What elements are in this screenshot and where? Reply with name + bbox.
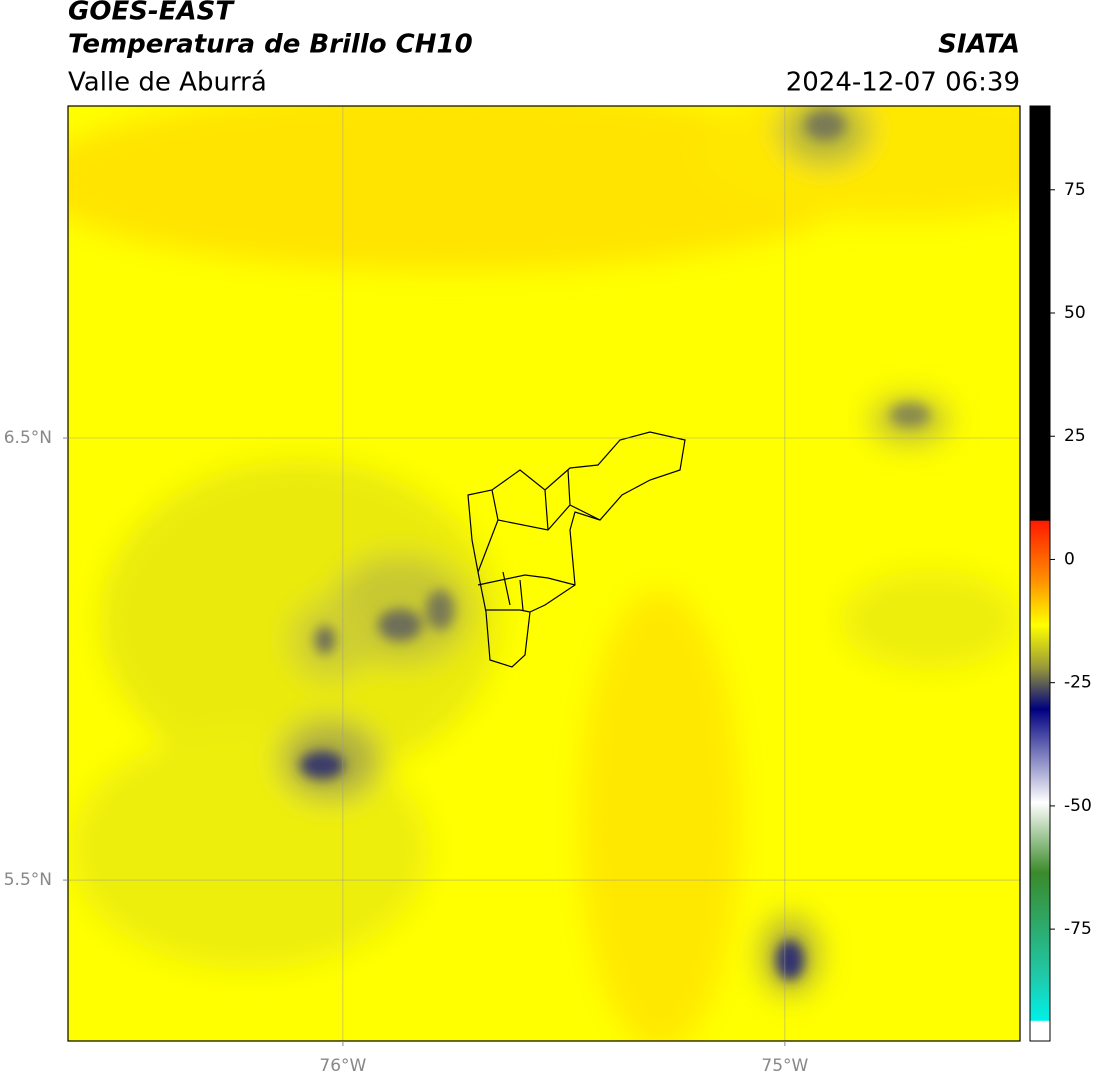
colorbar: [1029, 105, 1051, 1042]
satellite-image: [68, 106, 1020, 1041]
colorbar-tick-label: -50: [1064, 796, 1092, 816]
lon-tick-label: 76°W: [319, 1056, 366, 1076]
source: SIATA: [938, 30, 1020, 60]
title: GOES-EAST: [68, 0, 235, 27]
colorbar-tick-label: -25: [1064, 673, 1092, 693]
region: Valle de Aburrá: [68, 68, 267, 98]
colorbar-tick-label: 50: [1064, 303, 1086, 323]
lat-tick-label: 5.5°N: [4, 870, 52, 890]
lat-tick-label: 6.5°N: [4, 428, 52, 448]
datetime: 2024-12-07 06:39: [786, 68, 1020, 98]
colorbar-tick-label: 25: [1064, 426, 1086, 446]
lon-tick-label: 75°W: [761, 1056, 808, 1076]
colorbar-tick-label: 75: [1064, 180, 1086, 200]
map-frame: [67, 105, 1021, 1042]
colorbar-tick-label: -75: [1064, 919, 1092, 939]
subtitle: Temperatura de Brillo CH10: [68, 30, 473, 60]
valley-outline: [467, 431, 686, 668]
colorbar-tick-label: 0: [1064, 549, 1075, 569]
grid: [68, 106, 1020, 1041]
